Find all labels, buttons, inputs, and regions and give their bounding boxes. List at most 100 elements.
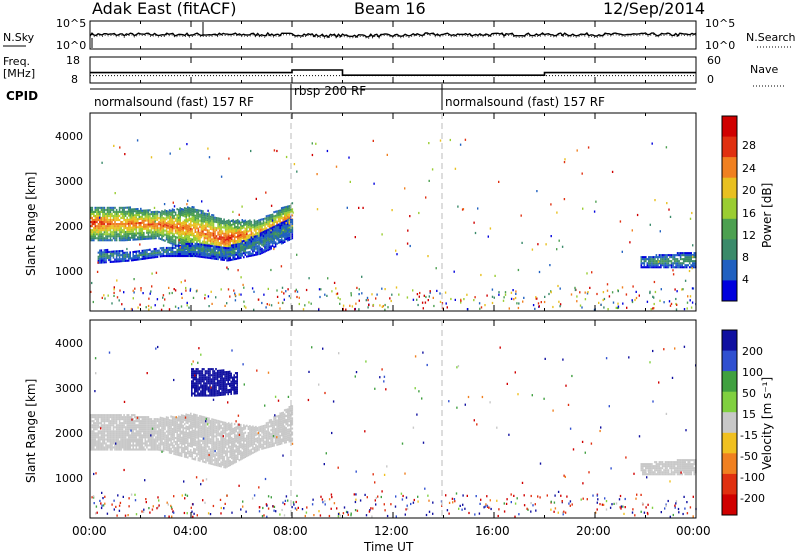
- power-cell: [215, 247, 218, 250]
- power-cell: [137, 218, 139, 221]
- power-cell: [253, 241, 256, 244]
- power-cell: [96, 214, 98, 217]
- power-cell: [115, 229, 118, 232]
- power-cell: [246, 237, 248, 240]
- power-speckle: [123, 291, 125, 294]
- velocity-cell: [90, 424, 92, 427]
- power-cell: [102, 253, 104, 256]
- velocity-cell: [209, 452, 212, 455]
- power-cell: [270, 231, 272, 234]
- power-cell: [197, 227, 200, 230]
- power-cell: [118, 206, 121, 209]
- velocity-cell: [191, 457, 194, 460]
- power-cell: [667, 262, 670, 265]
- velocity-cell: [106, 432, 109, 435]
- power-cell: [232, 250, 234, 253]
- velocity-cell: [159, 445, 162, 448]
- power-cell: [140, 228, 142, 231]
- velocity-cell: [158, 444, 160, 447]
- velocity-cell: [158, 428, 160, 431]
- power-cell: [171, 230, 174, 233]
- velocity-cell: [203, 456, 206, 459]
- velocity-cell: [117, 416, 119, 419]
- power-cell: [114, 212, 116, 215]
- power-cell: [208, 217, 210, 220]
- power-cell: [193, 252, 195, 255]
- power-cell: [164, 239, 166, 242]
- power-speckle: [381, 287, 383, 290]
- power-cell: [111, 235, 113, 238]
- power-speckle: [632, 285, 634, 288]
- power-speckle: [460, 299, 462, 302]
- power-colorbar-segment: [722, 259, 737, 281]
- power-cell: [121, 237, 124, 240]
- velocity-cell: [102, 444, 104, 447]
- power-cell: [150, 227, 153, 230]
- power-cell: [243, 256, 245, 259]
- power-cell: [179, 211, 181, 214]
- power-cell: [185, 242, 187, 245]
- velocity-cell: [162, 443, 165, 446]
- velocity-cell: [205, 461, 207, 464]
- power-cell: [218, 217, 221, 220]
- power-cell: [127, 259, 130, 262]
- velocity-cell: [96, 434, 98, 437]
- velocity-cell: [158, 420, 160, 423]
- power-speckle: [391, 293, 393, 296]
- power-cell: [180, 226, 183, 229]
- velocity-cell: [152, 424, 154, 427]
- power-cell: [120, 239, 122, 242]
- power-cell: [91, 223, 94, 226]
- velocity-cell: [90, 444, 92, 447]
- power-cell: [200, 247, 203, 250]
- power-cell: [183, 233, 186, 236]
- velocity-cell: [103, 428, 106, 431]
- power-cell: [202, 243, 204, 246]
- power-cell: [183, 219, 186, 222]
- velocity-cell: [159, 437, 162, 440]
- power-cell: [118, 237, 121, 240]
- velocity-cell: [205, 439, 207, 442]
- power-cell: [96, 237, 98, 240]
- power-cell: [244, 247, 247, 250]
- velocity-cell: [124, 436, 127, 439]
- power-cell: [233, 245, 236, 248]
- power-cell: [132, 259, 134, 262]
- velocity-cell: [203, 454, 206, 457]
- velocity-cell: [173, 438, 175, 441]
- power-cell: [170, 211, 172, 214]
- power-cell: [153, 256, 156, 259]
- power-cell: [221, 220, 224, 223]
- power-cell: [168, 246, 171, 249]
- power-cell: [149, 235, 151, 238]
- power-cell: [171, 252, 174, 255]
- power-cell: [91, 229, 94, 232]
- power-cell: [658, 262, 661, 265]
- power-cell: [159, 227, 162, 230]
- velocity-cell: [91, 448, 94, 451]
- velocity-cell: [205, 453, 207, 456]
- power-speckle: [348, 156, 350, 159]
- velocity-cell: [108, 434, 110, 437]
- power-speckle: [237, 269, 239, 272]
- velocity-cell: [209, 450, 212, 453]
- power-cell: [146, 249, 148, 252]
- power-cell: [208, 248, 210, 251]
- velocity-cell: [182, 424, 184, 427]
- velocity-cell: [138, 446, 141, 449]
- power-cell: [140, 224, 142, 227]
- power-cell: [673, 254, 676, 257]
- power-speckle: [113, 288, 115, 291]
- power-cell: [197, 247, 200, 250]
- velocity-cell: [114, 446, 116, 449]
- power-cell: [191, 250, 194, 253]
- power-cell: [150, 229, 153, 232]
- power-cell: [211, 224, 213, 227]
- power-cell: [214, 251, 216, 254]
- power-cell: [208, 237, 210, 240]
- power-speckle: [361, 275, 363, 278]
- power-cell: [233, 242, 236, 245]
- power-cell: [259, 248, 262, 251]
- power-cell: [106, 208, 109, 211]
- power-cell: [100, 251, 103, 254]
